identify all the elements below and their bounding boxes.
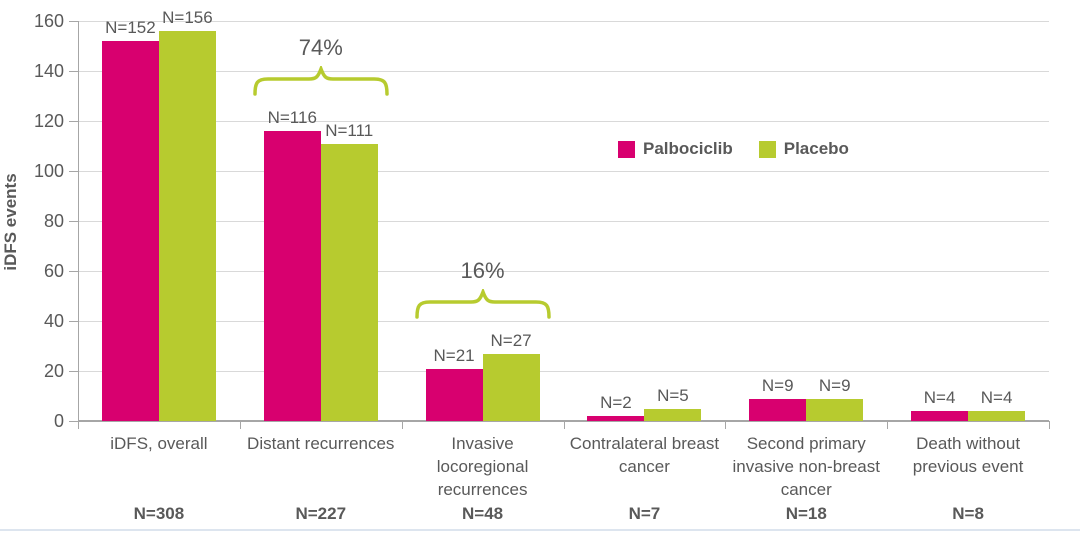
bar-value-label: N=111 [325,120,374,140]
brace-icon [414,286,551,319]
bar-value-label: N=2 [600,393,632,412]
gridline [78,71,1049,72]
palbociclib-swatch-icon [618,140,635,158]
y-axis-tick [69,371,78,372]
y-axis-tick-label: 100 [33,161,64,181]
category-total-label: N=308 [133,504,185,523]
y-axis-tick [69,71,78,72]
placebo-swatch-icon [758,140,776,158]
bar-value-label: N=9 [761,375,794,395]
bar-palbociclib [101,41,159,421]
bar-value-label: N=4 [923,388,956,407]
category-total-label: N=48 [462,504,504,523]
y-axis-tick-label: 20 [43,361,64,381]
category-label-line: invasive non-breast [732,457,880,476]
category-label-line: iDFS, overall [110,434,208,453]
bar-value-label: N=9 [818,375,851,395]
bar-palbociclib [749,398,807,421]
category-label-line: Second primary [746,434,866,453]
bar-palbociclib [587,416,645,421]
gridline [78,21,1049,22]
y-axis-tick [69,21,78,22]
x-axis-tick [563,421,565,429]
category-label-line: Death without [916,434,1021,453]
y-axis-tick [69,171,78,172]
gridline [78,171,1049,172]
bar-value-label: N=27 [490,330,532,350]
x-axis-tick [78,421,79,429]
bar-palbociclib [911,411,969,421]
y-axis-tick-label: 60 [43,261,64,281]
category-label-line: cancer [618,457,670,476]
legend-item-palbociclib: Palbociclib [618,139,733,159]
category-label-line: Invasive [451,434,514,453]
category-label-line: Distant recurrences [247,434,395,453]
bar-placebo [806,398,864,421]
category-total-label: N=227 [295,504,347,523]
category-total-label: N=18 [785,504,827,523]
category-label: Death without previous event [882,432,1054,478]
category-label-line: locoregional [436,457,529,476]
category-label: iDFS, overall [73,432,245,455]
x-axis-tick [401,421,403,429]
bottom-divider [0,529,1080,531]
y-axis-tick-label: 80 [43,211,64,231]
bar-value-label: N=4 [980,388,1013,407]
legend-label-placebo: Placebo [783,139,849,158]
category-label-line: Contralateral breast [569,434,720,453]
y-axis-tick [69,421,78,422]
bar-value-label: N=152 [105,18,156,37]
y-axis-tick-label: 120 [33,111,64,131]
bar-value-label: N=156 [162,8,213,27]
bar-placebo [320,143,378,421]
y-axis-tick-label: 140 [33,61,64,81]
y-axis-tick-label: 40 [43,311,64,331]
category-label-line: previous event [912,457,1024,476]
bar-value-label: N=116 [267,108,317,127]
category-label: Invasive locoregional recurrences [397,432,569,501]
gridline [78,221,1049,222]
chart-legend: Palbociclib Placebo [618,139,849,159]
y-axis-tick [69,321,78,322]
gridline [78,371,1049,372]
category-total-label: N=7 [628,504,661,523]
annotation-percent-label: 74% [298,35,343,60]
category-label: Contralateral breast cancer [559,432,731,478]
category-label: Second primary invasive non-breast cancer [720,432,892,501]
category-label-line: recurrences [437,480,528,499]
y-axis-tick-label: 0 [53,411,64,431]
bar-palbociclib [263,131,321,421]
bar-value-label: N=21 [433,345,475,365]
y-axis-tick [69,221,78,222]
x-axis-tick [239,421,241,429]
x-axis-tick [1049,421,1050,429]
gridline [78,121,1049,122]
bar-placebo [158,31,216,421]
y-axis-tick [69,121,78,122]
gridline [78,321,1049,322]
category-label-line: cancer [780,480,832,499]
gridline [78,271,1049,272]
y-axis-tick [69,271,78,272]
bar-palbociclib [425,368,483,421]
annotation-percent-label: 16% [460,257,505,283]
legend-item-placebo: Placebo [758,139,849,159]
bar-placebo [968,411,1026,421]
x-axis-tick [887,421,889,429]
bar-value-label: N=5 [657,385,689,405]
legend-label-palbociclib: Palbociclib [643,139,733,158]
bar-placebo [644,408,702,421]
brace-icon [253,64,389,96]
x-axis-tick [725,421,727,429]
y-axis-line [78,21,79,421]
bar-placebo [482,353,540,421]
y-axis-tick-label: 160 [33,11,64,31]
category-label: Distant recurrences [235,432,407,455]
category-total-label: N=8 [952,504,984,523]
